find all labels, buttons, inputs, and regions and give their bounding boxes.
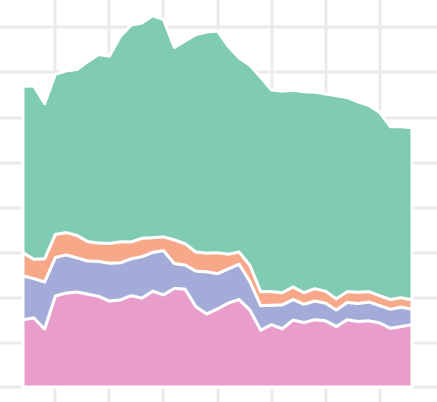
area-series bbox=[21, 14, 414, 389]
area-series-4 bbox=[21, 14, 414, 302]
